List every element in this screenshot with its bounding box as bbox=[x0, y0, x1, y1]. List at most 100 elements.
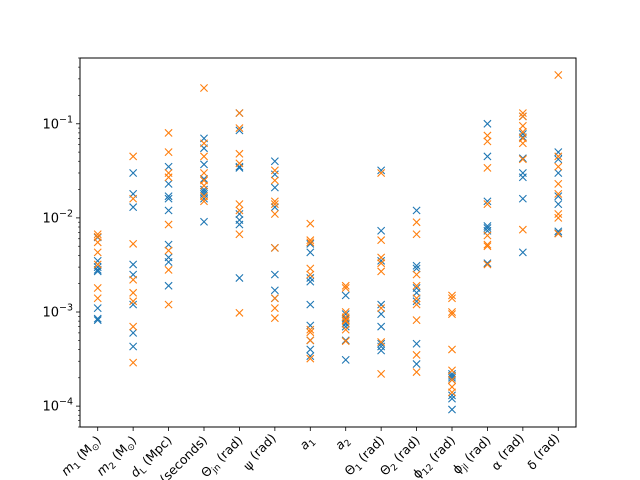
data-point-x-marker bbox=[129, 300, 138, 309]
x-tick-label-sub: L bbox=[138, 466, 149, 477]
data-point-x-marker bbox=[341, 337, 350, 346]
data-point-x-marker bbox=[235, 126, 244, 135]
data-point-x-marker bbox=[483, 200, 492, 209]
data-point-x-marker bbox=[341, 355, 350, 364]
data-point-x-marker bbox=[518, 121, 527, 130]
data-point-x-marker bbox=[200, 139, 208, 148]
data-point-x-marker bbox=[235, 109, 244, 118]
data-point-x-marker bbox=[483, 163, 492, 172]
x-tick-label-rest: (rad) bbox=[492, 430, 527, 465]
data-point-x-marker bbox=[270, 197, 279, 206]
data-point-x-marker bbox=[270, 200, 279, 209]
data-point-x-marker bbox=[164, 258, 173, 266]
data-point-x-marker bbox=[200, 160, 208, 169]
data-point-x-marker bbox=[554, 189, 563, 198]
data-point-x-marker bbox=[164, 173, 173, 182]
data-point-x-marker bbox=[341, 291, 350, 300]
data-point-x-marker bbox=[270, 176, 279, 185]
data-point-x-marker bbox=[93, 238, 102, 247]
data-point-x-marker bbox=[483, 137, 492, 146]
data-point-x-marker bbox=[164, 281, 173, 290]
data-point-x-marker bbox=[306, 219, 315, 228]
y-tick-mantissa: 10 bbox=[42, 211, 59, 226]
data-point-x-marker bbox=[235, 220, 244, 229]
data-point-x-marker bbox=[448, 345, 456, 354]
data-point-x-marker bbox=[483, 260, 492, 269]
data-point-x-marker bbox=[341, 283, 350, 292]
y-tick-label: 10−2 bbox=[42, 208, 73, 226]
data-point-x-marker bbox=[93, 294, 102, 303]
data-point-x-marker bbox=[270, 270, 279, 279]
series-1 bbox=[93, 109, 563, 414]
data-point-x-marker bbox=[554, 162, 563, 171]
data-point-x-marker bbox=[270, 170, 279, 179]
data-point-x-marker bbox=[483, 242, 492, 251]
data-point-x-marker bbox=[554, 169, 563, 177]
data-point-x-marker bbox=[306, 345, 315, 354]
data-point-x-marker bbox=[306, 248, 315, 257]
data-point-x-marker bbox=[235, 159, 244, 168]
data-point-x-marker bbox=[448, 394, 456, 403]
data-point-x-marker bbox=[554, 70, 563, 79]
data-point-x-marker bbox=[377, 338, 386, 346]
data-point-x-marker bbox=[412, 360, 421, 369]
data-point-x-marker bbox=[129, 288, 138, 297]
data-point-x-marker bbox=[93, 316, 102, 325]
data-point-x-marker bbox=[306, 325, 315, 334]
data-point-x-marker bbox=[306, 300, 315, 309]
data-point-x-marker bbox=[377, 304, 386, 313]
data-point-x-marker bbox=[341, 325, 350, 334]
data-point-x-marker bbox=[448, 308, 456, 316]
data-point-x-marker bbox=[93, 248, 102, 257]
data-point-x-marker bbox=[164, 206, 173, 215]
data-point-x-marker bbox=[518, 225, 527, 234]
data-point-x-marker bbox=[129, 342, 138, 351]
data-point-x-marker bbox=[306, 354, 315, 363]
y-tick-exponent: −2 bbox=[59, 208, 73, 219]
data-point-x-marker bbox=[341, 281, 350, 290]
data-point-x-marker bbox=[518, 139, 527, 148]
data-point-x-marker bbox=[483, 259, 492, 268]
data-point-x-marker bbox=[93, 304, 102, 313]
data-point-x-marker bbox=[129, 194, 138, 203]
data-point-x-marker bbox=[235, 273, 244, 282]
y-tick-label: 10−1 bbox=[42, 114, 73, 132]
data-point-x-marker bbox=[270, 157, 279, 166]
data-point-x-marker bbox=[448, 391, 456, 400]
x-tick-label-sub: jl bbox=[460, 463, 471, 474]
data-point-x-marker bbox=[341, 319, 350, 328]
data-point-x-marker bbox=[412, 316, 421, 325]
data-point-x-marker bbox=[129, 328, 138, 337]
y-tick-exponent: −4 bbox=[59, 397, 73, 408]
data-point-x-marker bbox=[483, 231, 492, 240]
data-point-x-marker bbox=[129, 203, 138, 212]
data-point-x-marker bbox=[377, 259, 386, 268]
data-point-x-marker bbox=[306, 264, 315, 273]
data-point-x-marker bbox=[164, 220, 173, 229]
data-point-x-marker bbox=[554, 229, 563, 238]
data-point-x-marker bbox=[377, 322, 386, 331]
data-point-x-marker bbox=[200, 181, 208, 190]
data-point-x-marker bbox=[164, 194, 173, 203]
data-point-x-marker bbox=[518, 173, 527, 182]
data-point-x-marker bbox=[377, 256, 386, 265]
data-point-x-marker bbox=[306, 277, 315, 286]
data-point-x-marker bbox=[483, 119, 492, 128]
data-point-x-marker bbox=[164, 300, 173, 309]
data-point-x-marker bbox=[412, 270, 421, 279]
data-point-x-marker bbox=[129, 152, 138, 161]
data-point-x-marker bbox=[483, 152, 492, 161]
data-point-x-marker bbox=[554, 179, 563, 188]
data-point-x-marker bbox=[200, 174, 208, 183]
data-point-x-marker bbox=[235, 210, 244, 218]
x-tick-label-rest: (rad) bbox=[527, 430, 562, 465]
data-point-x-marker bbox=[412, 261, 421, 270]
data-point-x-marker bbox=[164, 148, 173, 157]
x-tick-label-sub: 1 bbox=[307, 438, 318, 449]
data-point-x-marker bbox=[200, 169, 208, 177]
x-tick-label: δ (rad) bbox=[522, 430, 565, 473]
data-point-x-marker bbox=[164, 246, 173, 255]
data-point-x-marker bbox=[412, 300, 421, 309]
data-point-x-marker bbox=[270, 203, 279, 212]
data-point-x-marker bbox=[306, 328, 315, 337]
